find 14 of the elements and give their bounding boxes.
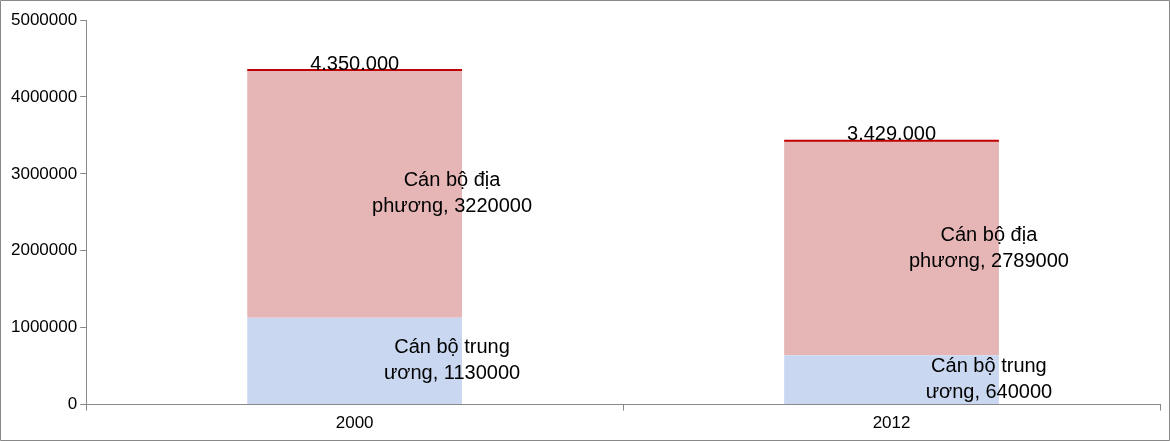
total-label: 4.350.000 bbox=[310, 51, 400, 74]
data-label: Cán bộ địa phương, 3220000 bbox=[372, 168, 533, 217]
y-tick-label: 0 bbox=[67, 394, 78, 414]
total-label: 3.429.000 bbox=[847, 122, 937, 145]
x-tick-label: 2000 bbox=[335, 413, 374, 433]
y-tick-label: 3000000 bbox=[10, 163, 78, 183]
data-label: Cán bộ trung ương, 640000 bbox=[925, 354, 1053, 403]
data-label: Cán bộ địa phương, 2789000 bbox=[908, 222, 1069, 271]
data-label: Cán bộ trung ương, 1130000 bbox=[383, 335, 521, 384]
y-tick-label: 1000000 bbox=[10, 317, 78, 337]
x-tick-label: 2012 bbox=[872, 413, 911, 433]
y-tick-label: 4000000 bbox=[10, 86, 78, 106]
y-tick-label: 5000000 bbox=[10, 9, 78, 29]
y-tick-label: 2000000 bbox=[10, 240, 78, 260]
